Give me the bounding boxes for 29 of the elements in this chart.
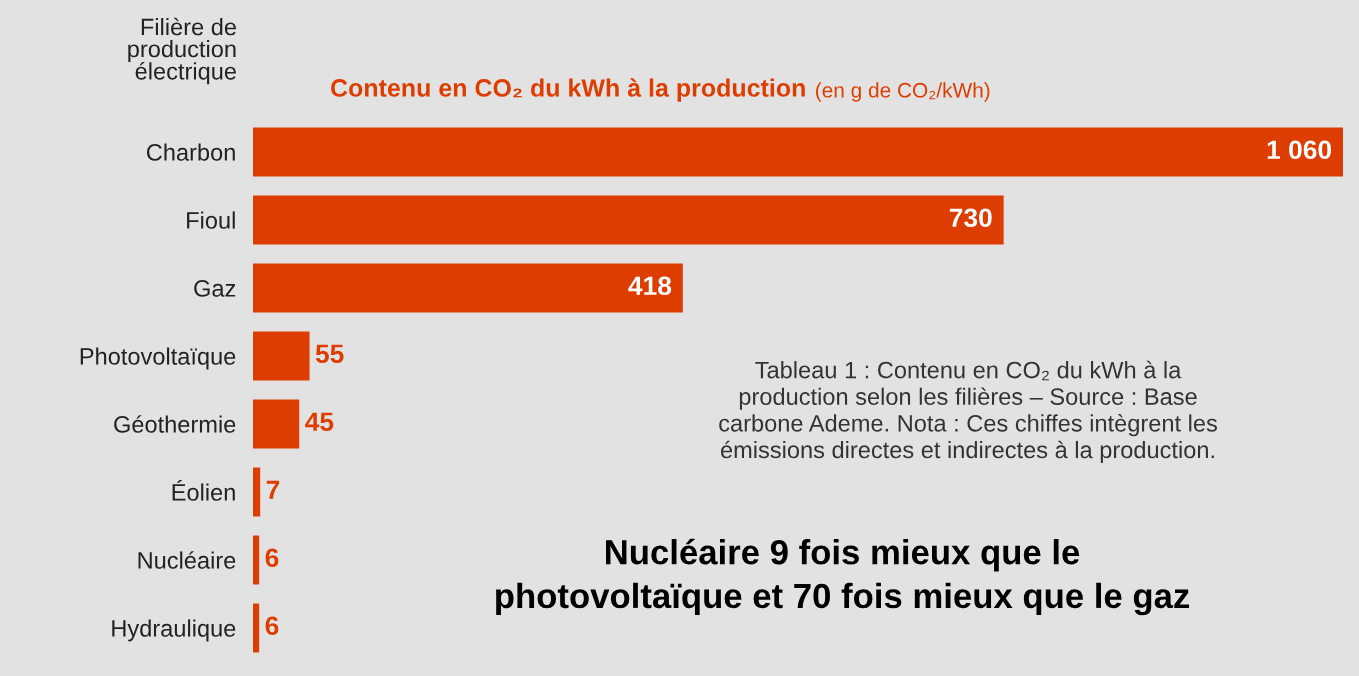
- bar: [253, 331, 310, 381]
- bar: [253, 467, 261, 517]
- data-label: 418: [628, 276, 672, 296]
- y-axis-title: Filière de production électrique: [128, 17, 236, 85]
- bar: [253, 195, 1004, 245]
- bar: [253, 535, 260, 585]
- y-tick-label: Fioul: [187, 211, 235, 229]
- data-label: 6: [265, 548, 279, 568]
- data-label: 6: [265, 616, 279, 636]
- data-label: 7: [266, 480, 280, 499]
- data-label: 55: [315, 344, 344, 364]
- data-label: 1 060: [1267, 140, 1332, 160]
- bar: [253, 399, 300, 449]
- y-tick-label: Hydraulique: [112, 619, 236, 642]
- y-tick-label: Nucléaire: [138, 551, 236, 569]
- y-tick-label: Gaz: [194, 280, 236, 297]
- data-label: 730: [949, 208, 992, 228]
- annotation: Tableau 1 : Contenu en CO₂ du kWh à la production selon les filières – Source : Base carbone Ademe. Nota : Ces chiffes intègrent les émissions directes et indirectes à la production.: [719, 360, 1217, 463]
- y-tick-label: Éolien: [172, 480, 235, 501]
- bar: [253, 127, 1343, 177]
- y-tick-label: Géothermie: [114, 415, 236, 433]
- bar: [253, 263, 683, 313]
- bar: [253, 603, 260, 653]
- chart-title: Contenu en CO₂ du kWh à la production: [331, 78, 805, 102]
- y-tick-label: Photovoltaïque: [80, 347, 236, 370]
- chart-subtitle: (en g de CO₂/kWh): [816, 82, 990, 102]
- annotation: Nucléaire 9 fois mieux que le photovoltaïque et 70 fois mieux que le gaz: [496, 538, 1190, 616]
- y-tick-label: Charbon: [146, 143, 235, 161]
- data-label: 45: [305, 412, 334, 432]
